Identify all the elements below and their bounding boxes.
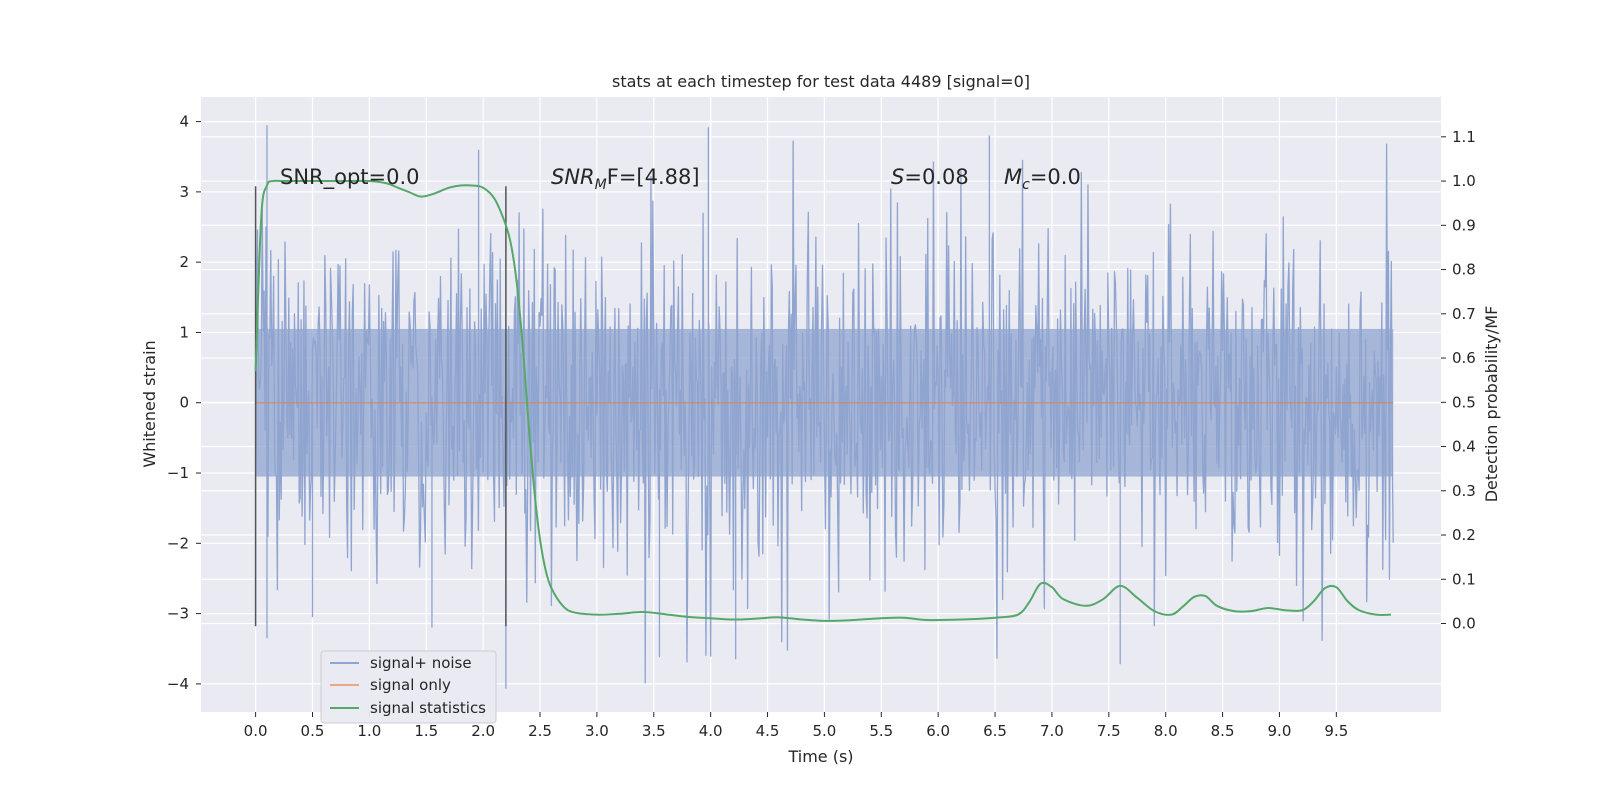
legend: signal+ noise signal only signal statist… — [320, 650, 497, 724]
signal-statistics-line — [254, 179, 1391, 622]
x-tick-label-3: 1.5 — [414, 722, 438, 740]
y-left-tick-label-2: −2 — [167, 534, 189, 552]
annotation-mc-tail: =0.0 — [1030, 165, 1081, 189]
annotation-snr-mf-base: SNR — [551, 165, 595, 189]
x-tick-label-2: 1.0 — [357, 722, 381, 740]
y-right-tick-label-8: 0.8 — [1452, 261, 1476, 279]
annotation-snr-opt: SNR_opt=0.0 — [280, 165, 420, 190]
annotation-mc-base: M — [1004, 165, 1022, 189]
x-tick-label-15: 7.5 — [1097, 722, 1121, 740]
y-left-tick-label-0: −4 — [167, 675, 189, 693]
x-tick-label-5: 2.5 — [528, 722, 552, 740]
x-tick-label-13: 6.5 — [983, 722, 1007, 740]
chart-title: stats at each timestep for test data 448… — [612, 72, 1030, 91]
x-tick-label-6: 3.0 — [585, 722, 609, 740]
y-right-tick-label-0: 0.0 — [1452, 615, 1476, 633]
y-axis-label-right: Detection probability/MF — [1482, 306, 1501, 503]
x-ticks: 0.0 0.5 1.0 1.5 2.0 2.5 3.0 3.5 4.0 4.5 5.0 5.5 6.0 6… — [244, 712, 1348, 740]
y-left-tick-label-1: −3 — [167, 605, 189, 623]
x-tick-label-19: 9.5 — [1324, 722, 1348, 740]
y-ticks-left: −4 −3 −2 −1 0 1 2 3 4 — [167, 113, 201, 693]
annotation-s: S=0.08 — [891, 165, 969, 189]
x-tick-label-8: 4.0 — [699, 722, 723, 740]
x-tick-label-4: 2.0 — [471, 722, 495, 740]
x-tick-label-14: 7.0 — [1040, 722, 1064, 740]
y-left-tick-label-8: 4 — [179, 113, 189, 131]
y-left-tick-label-7: 3 — [179, 183, 189, 201]
annotation-snr-mf: SNRMF=[4.88] — [551, 165, 700, 193]
y-left-tick-label-3: −1 — [167, 464, 189, 482]
x-tick-label-9: 4.5 — [756, 722, 780, 740]
y-ticks-right: 0.0 0.1 0.2 0.3 0.4 0.5 0.6 0.7 0.8 0.9 1.0 1.1 — [1441, 128, 1476, 633]
y-right-tick-label-10: 1.0 — [1452, 172, 1476, 190]
y-left-tick-label-5: 1 — [179, 323, 189, 341]
annotation-s-base: S — [891, 165, 904, 189]
y-right-tick-label-7: 0.7 — [1452, 305, 1476, 323]
signal-statistics-series — [254, 179, 1391, 622]
legend-label-signal: signal only — [370, 676, 451, 694]
annotation-snr-mf-sub: M — [595, 177, 607, 193]
annotation-snr-mf-tail: F=[4.88] — [607, 165, 700, 189]
y-left-tick-label-6: 2 — [179, 253, 189, 271]
x-tick-label-12: 6.0 — [926, 722, 950, 740]
legend-box — [320, 650, 497, 724]
annotation-mc-sub: c — [1022, 177, 1030, 193]
y-right-tick-label-4: 0.4 — [1452, 438, 1476, 456]
y-left-tick-label-4: 0 — [179, 394, 189, 412]
x-tick-label-1: 0.5 — [301, 722, 325, 740]
y-right-tick-label-5: 0.5 — [1452, 393, 1476, 411]
annotations: SNR_opt=0.0 SNRMF=[4.88] S=0.08 Mc=0.0 — [280, 165, 1081, 193]
y-axis-label-left: Whitened strain — [140, 340, 159, 467]
y-right-tick-label-1: 0.1 — [1452, 570, 1476, 588]
y-right-tick-label-3: 0.3 — [1452, 482, 1476, 500]
x-tick-label-10: 5.0 — [812, 722, 836, 740]
legend-label-noise: signal+ noise — [370, 654, 472, 672]
x-tick-label-11: 5.5 — [869, 722, 893, 740]
y-right-tick-label-9: 0.9 — [1452, 216, 1476, 234]
y-right-tick-label-6: 0.6 — [1452, 349, 1476, 367]
vertical-markers — [254, 186, 507, 627]
x-tick-label-7: 3.5 — [642, 722, 666, 740]
annotation-s-tail: =0.08 — [904, 165, 968, 189]
x-axis-label: Time (s) — [787, 747, 853, 766]
legend-label-stats: signal statistics — [370, 699, 486, 717]
y-right-tick-label-2: 0.2 — [1452, 526, 1476, 544]
x-tick-label-17: 8.5 — [1211, 722, 1235, 740]
x-tick-label-0: 0.0 — [244, 722, 268, 740]
y-right-tick-label-11: 1.1 — [1452, 128, 1476, 146]
x-tick-label-18: 9.0 — [1268, 722, 1292, 740]
x-tick-label-16: 8.0 — [1154, 722, 1178, 740]
annotation-mc: Mc=0.0 — [1004, 165, 1081, 193]
